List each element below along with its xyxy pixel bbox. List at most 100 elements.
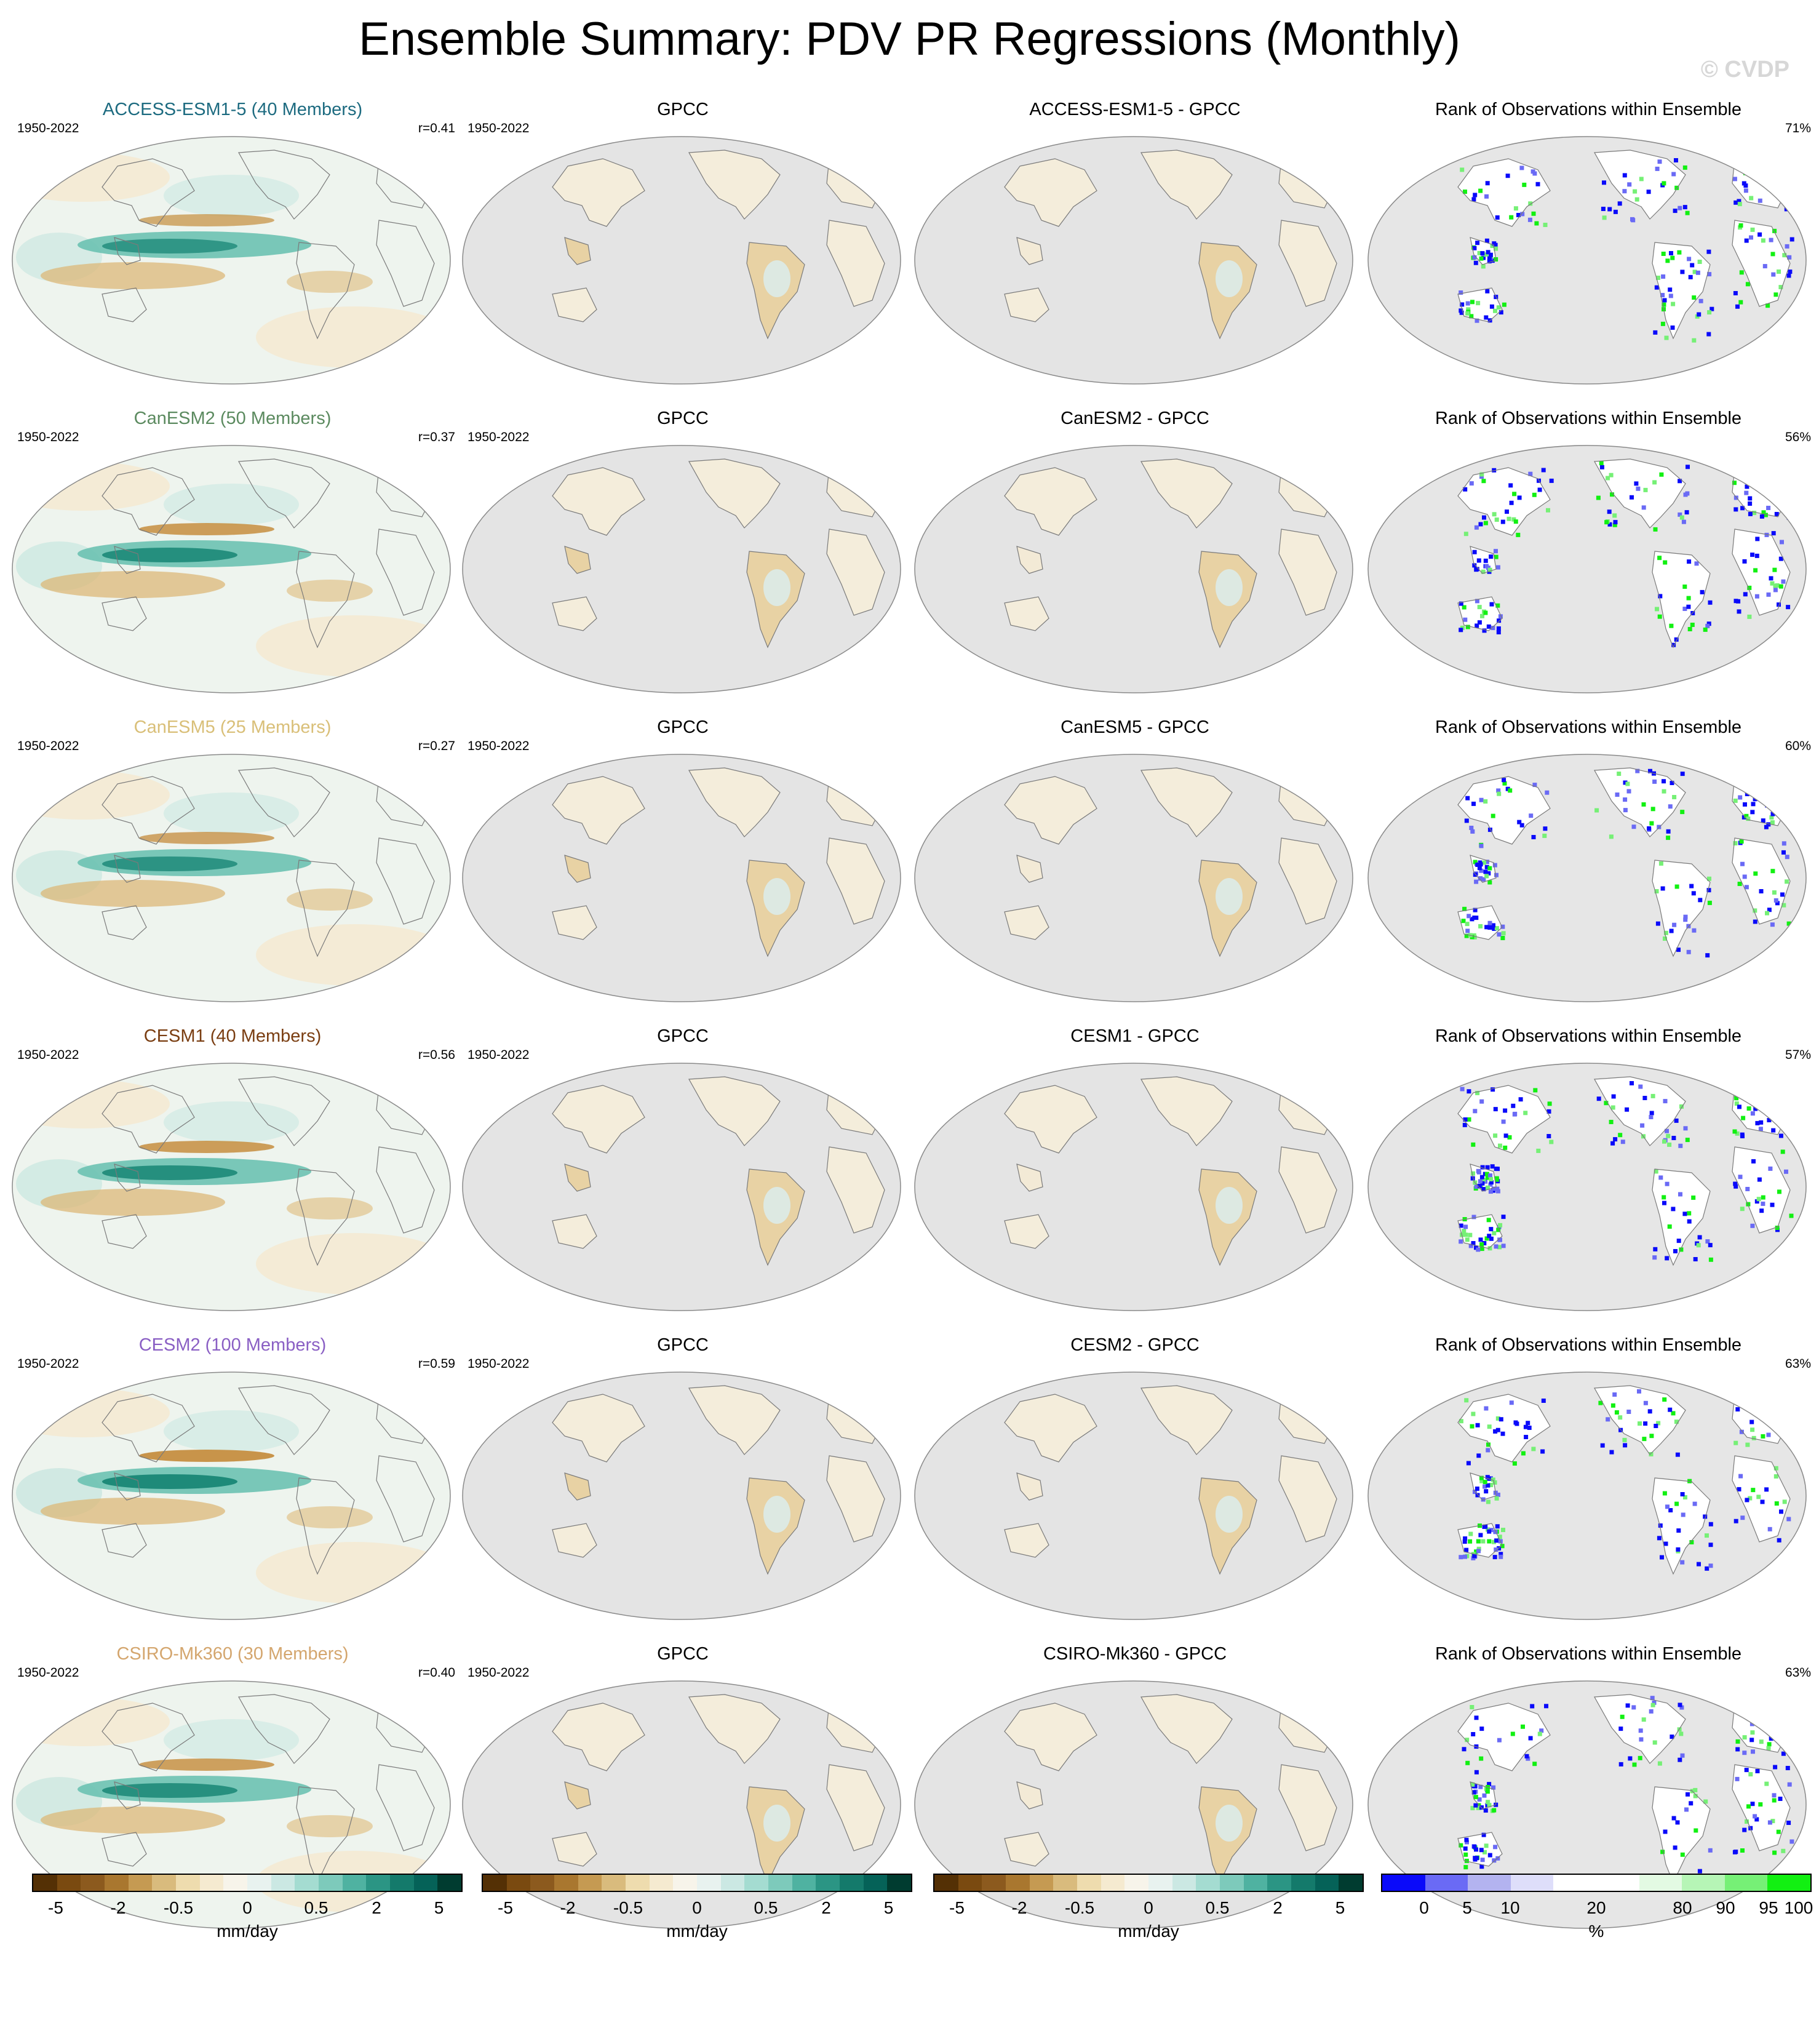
colorbar-tick-label: 0 <box>692 1898 702 1917</box>
pattern-correlation: r=0.40 <box>418 1666 455 1680</box>
period-label: 1950-2022 <box>468 121 530 135</box>
colorbar-swatch <box>1682 1875 1725 1891</box>
colorbar-swatch <box>1425 1875 1468 1891</box>
model-panel: CanESM5 (25 Members) 1950-2022 r=0.27 <box>5 716 460 1005</box>
colorbar-swatch <box>673 1875 698 1891</box>
colorbar-tick-label: 5 <box>1462 1898 1472 1917</box>
colorbar-tick-label: 5 <box>1335 1898 1345 1917</box>
pattern-correlation: r=0.27 <box>418 739 455 753</box>
obs-panel: GPCC 1950-2022 <box>455 1025 910 1314</box>
diff-title: CanESM2 - GPCC <box>1061 409 1209 428</box>
rank-percent: 71% <box>1785 121 1811 135</box>
precip-colorbar-obs: -5 -2 -0.5 0 0.5 2 5 mm/day <box>482 1874 912 1960</box>
rank-colorbar: 0 5 10 20 80 90 95 100% <box>1381 1874 1813 1960</box>
colorbar-swatch <box>1315 1875 1339 1891</box>
model-title: CESM2 (100 Members) <box>138 1335 327 1355</box>
model-map <box>12 1063 451 1311</box>
colorbar-tick-label: 0 <box>1144 1898 1153 1917</box>
colorbar-swatch <box>1382 1875 1425 1891</box>
colorbar-swatch <box>958 1875 982 1891</box>
colorbar-tick-label: 0.5 <box>1205 1898 1230 1917</box>
rank-map <box>1367 1371 1807 1620</box>
model-panel: ACCESS-ESM1-5 (40 Members) 1950-2022 r=0.4… <box>5 98 460 388</box>
rank-panel: Rank of Observations within Ensemble 60% <box>1361 716 1816 1005</box>
colorbar-swatches <box>482 1874 912 1892</box>
colorbar-tick-label: -0.5 <box>613 1898 643 1917</box>
colorbar-swatch <box>366 1875 391 1891</box>
model-panel: CanESM2 (50 Members) 1950-2022 r=0.37 <box>5 407 460 697</box>
period-label: 1950-2022 <box>17 121 79 135</box>
obs-panel: GPCC 1950-2022 <box>455 716 910 1005</box>
diff-title: CESM2 - GPCC <box>1070 1335 1200 1355</box>
colorbar-swatch <box>390 1875 414 1891</box>
colorbar-swatch <box>934 1875 958 1891</box>
colorbar-swatch <box>295 1875 319 1891</box>
colorbar-tick-label: 90 <box>1716 1898 1735 1917</box>
diff-title: ACCESS-ESM1-5 - GPCC <box>1029 100 1241 119</box>
colorbar-tick-label: 5 <box>434 1898 444 1917</box>
colorbar-units: mm/day <box>217 1922 278 1941</box>
colorbar-swatch <box>223 1875 248 1891</box>
colorbar-swatch <box>506 1875 531 1891</box>
colorbar-swatch <box>1101 1875 1125 1891</box>
rank-panel: Rank of Observations within Ensemble 57% <box>1361 1025 1816 1314</box>
colorbar-tick-label: 2 <box>821 1898 831 1917</box>
colorbar-swatch <box>1029 1875 1054 1891</box>
period-label: 1950-2022 <box>17 1666 79 1680</box>
period-label: 1950-2022 <box>468 1048 530 1062</box>
colorbar-swatch <box>887 1875 912 1891</box>
colorbar-swatch <box>1196 1875 1220 1891</box>
rank-percent: 60% <box>1785 739 1811 753</box>
diff-title: CESM1 - GPCC <box>1070 1026 1200 1046</box>
pattern-correlation: r=0.56 <box>418 1048 455 1062</box>
colorbar-tick-label: 20 <box>1586 1898 1606 1917</box>
colorbar-swatch <box>1291 1875 1315 1891</box>
obs-panel: GPCC 1950-2022 <box>455 1334 910 1623</box>
pattern-correlation: r=0.41 <box>418 121 455 135</box>
model-map <box>12 754 451 1002</box>
colorbar-swatches <box>1381 1874 1812 1892</box>
colorbar-swatch <box>697 1875 721 1891</box>
rank-map <box>1367 754 1807 1002</box>
rank-percent: 57% <box>1785 1048 1811 1062</box>
colorbar-swatch <box>1724 1875 1768 1891</box>
diff-map <box>914 1063 1353 1311</box>
obs-map <box>462 754 901 1002</box>
colorbar-swatch <box>105 1875 129 1891</box>
colorbar-units: % <box>1588 1922 1604 1941</box>
colorbar-units: mm/day <box>1118 1922 1179 1941</box>
rank-title: Rank of Observations within Ensemble <box>1435 1335 1742 1355</box>
colorbar-tick-label: 0.5 <box>754 1898 778 1917</box>
rank-panel: Rank of Observations within Ensemble 56% <box>1361 407 1816 697</box>
colorbar-swatch <box>437 1875 462 1891</box>
figure-title: Ensemble Summary: PDV PR Regressions (Mo… <box>359 13 1460 65</box>
diff-panel: CESM2 - GPCC <box>907 1334 1363 1623</box>
colorbar-swatch <box>626 1875 650 1891</box>
period-label: 1950-2022 <box>468 739 530 753</box>
colorbar-swatch <box>33 1875 57 1891</box>
colorbar-swatch <box>342 1875 367 1891</box>
colorbar-swatch <box>1267 1875 1292 1891</box>
colorbar-tick-label: -5 <box>48 1898 63 1917</box>
diff-panel: CanESM2 - GPCC <box>907 407 1363 697</box>
precip-colorbar-diff: -5 -2 -0.5 0 0.5 2 5 mm/day <box>933 1874 1364 1960</box>
colorbar-swatch <box>199 1875 224 1891</box>
colorbar-swatch <box>1596 1875 1639 1891</box>
pattern-correlation: r=0.59 <box>418 1357 455 1371</box>
rank-title: Rank of Observations within Ensemble <box>1435 1644 1742 1664</box>
colorbar-swatch <box>744 1875 769 1891</box>
colorbar-swatch <box>863 1875 888 1891</box>
colorbar-tick-label: -2 <box>560 1898 576 1917</box>
model-map <box>12 1371 451 1620</box>
colorbar-swatch <box>247 1875 271 1891</box>
model-title: ACCESS-ESM1-5 (40 Members) <box>102 100 363 119</box>
period-label: 1950-2022 <box>17 430 79 444</box>
precip-colorbar-model: -5 -2 -0.5 0 0.5 2 5 mm/day <box>32 1874 463 1960</box>
obs-title: GPCC <box>657 100 709 119</box>
colorbar-swatch <box>792 1875 816 1891</box>
colorbar-swatch <box>1243 1875 1268 1891</box>
colorbar-swatch <box>1124 1875 1149 1891</box>
colorbar-swatch <box>578 1875 602 1891</box>
colorbar-swatch <box>176 1875 200 1891</box>
